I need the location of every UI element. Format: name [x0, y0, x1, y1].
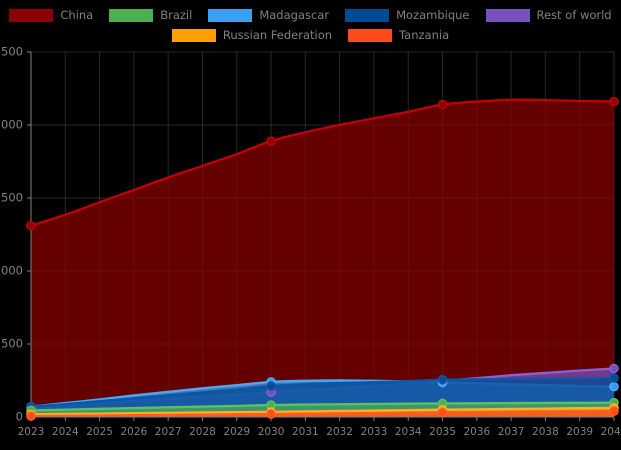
- marker-group: [26, 96, 619, 421]
- series-line: [29, 406, 616, 416]
- x-tick-label: 2040: [601, 426, 621, 438]
- x-tick-label: 2025: [86, 426, 113, 438]
- x-tick-label: 2032: [326, 426, 353, 438]
- y-tick-label: 1000: [0, 264, 23, 278]
- data-point-marker[interactable]: [266, 409, 276, 419]
- legend-item-rest-of-world[interactable]: Rest of world: [485, 8, 612, 22]
- x-tick-label: 2026: [121, 426, 148, 438]
- legend-row-2: Russian Federation Tanzania: [0, 29, 621, 42]
- x-tick-label: 2039: [566, 426, 593, 438]
- x-tick-label: 2029: [223, 426, 250, 438]
- data-point-marker[interactable]: [609, 406, 619, 416]
- legend-item-brazil[interactable]: Brazil: [109, 9, 192, 22]
- x-tick-label: 2024: [52, 426, 79, 438]
- x-tick-label: 2027: [155, 426, 182, 438]
- data-point-marker[interactable]: [437, 99, 448, 110]
- x-tick-label: 2033: [361, 426, 388, 438]
- xtick-labels: 2023 2024 2025 2026 2027 2028 2029 2030 2031 2032…: [18, 426, 621, 438]
- data-point-marker[interactable]: [266, 381, 276, 391]
- legend-swatch-icon: [485, 9, 530, 22]
- legend-item-tanzania[interactable]: Tanzania: [348, 29, 449, 42]
- series-group: [29, 98, 616, 418]
- series-line: [29, 376, 616, 408]
- series-tanzania: [29, 409, 616, 418]
- data-point-marker[interactable]: [437, 407, 448, 418]
- ytick-labels: 0 500 1000 1500 2000 2500: [0, 45, 23, 424]
- legend-item-madagascar[interactable]: Madagascar: [208, 9, 329, 22]
- x-tick-label: 2036: [463, 426, 490, 438]
- legend-item-china[interactable]: China: [9, 9, 93, 22]
- legend-item-label: Rest of world: [536, 8, 612, 22]
- legend-swatch-icon: [345, 9, 390, 22]
- series-line: [29, 409, 616, 418]
- legend-item-label: Mozambique: [396, 8, 470, 22]
- x-tick-label: 2038: [532, 426, 559, 438]
- x-tick-label: 2031: [292, 426, 319, 438]
- series-line: [29, 401, 616, 412]
- x-tick-label: 2028: [189, 426, 216, 438]
- legend-item-label: Brazil: [160, 8, 193, 22]
- legend-item-label: Russian Federation: [222, 28, 333, 42]
- legend-swatch-icon: [171, 29, 216, 42]
- legend-item-label: China: [60, 8, 94, 22]
- legend-row-1: China Brazil Madagascar Mozambique Rest of w…: [0, 9, 621, 22]
- x-tick-label: 2035: [429, 426, 456, 438]
- legend-swatch-icon: [109, 9, 154, 22]
- data-point-marker[interactable]: [26, 220, 36, 231]
- legend-swatch-icon: [208, 9, 253, 22]
- y-tick-label: 2000: [0, 118, 23, 132]
- legend-item-label: Tanzania: [399, 28, 450, 42]
- x-tick-label: 2030: [258, 426, 285, 438]
- data-point-marker[interactable]: [609, 363, 619, 374]
- series-china: [29, 98, 616, 418]
- legend-swatch-icon: [348, 29, 393, 42]
- x-tick-label: 2023: [18, 426, 45, 438]
- y-tick-label: 1500: [0, 191, 23, 205]
- y-tick-label: 0: [16, 410, 23, 424]
- series-line: [29, 98, 616, 227]
- data-point-marker[interactable]: [26, 411, 36, 421]
- legend-item-label: Madagascar: [259, 8, 330, 22]
- legend-swatch-icon: [9, 9, 54, 22]
- y-tick-label: 2500: [0, 45, 23, 59]
- legend-item-russian-federation[interactable]: Russian Federation: [171, 28, 333, 42]
- data-point-marker[interactable]: [437, 374, 448, 385]
- y-tick-label: 500: [1, 337, 23, 351]
- data-point-marker[interactable]: [609, 381, 619, 392]
- data-point-marker[interactable]: [609, 373, 619, 383]
- x-tick-label: 2037: [498, 426, 525, 438]
- data-point-marker[interactable]: [266, 136, 276, 146]
- legend-item-mozambique[interactable]: Mozambique: [345, 8, 470, 22]
- series-area: [31, 99, 614, 418]
- x-tick-label: 2034: [395, 426, 422, 438]
- data-point-marker[interactable]: [609, 96, 619, 107]
- chart-legend: China Brazil Madagascar Mozambique Rest of w…: [0, 0, 621, 42]
